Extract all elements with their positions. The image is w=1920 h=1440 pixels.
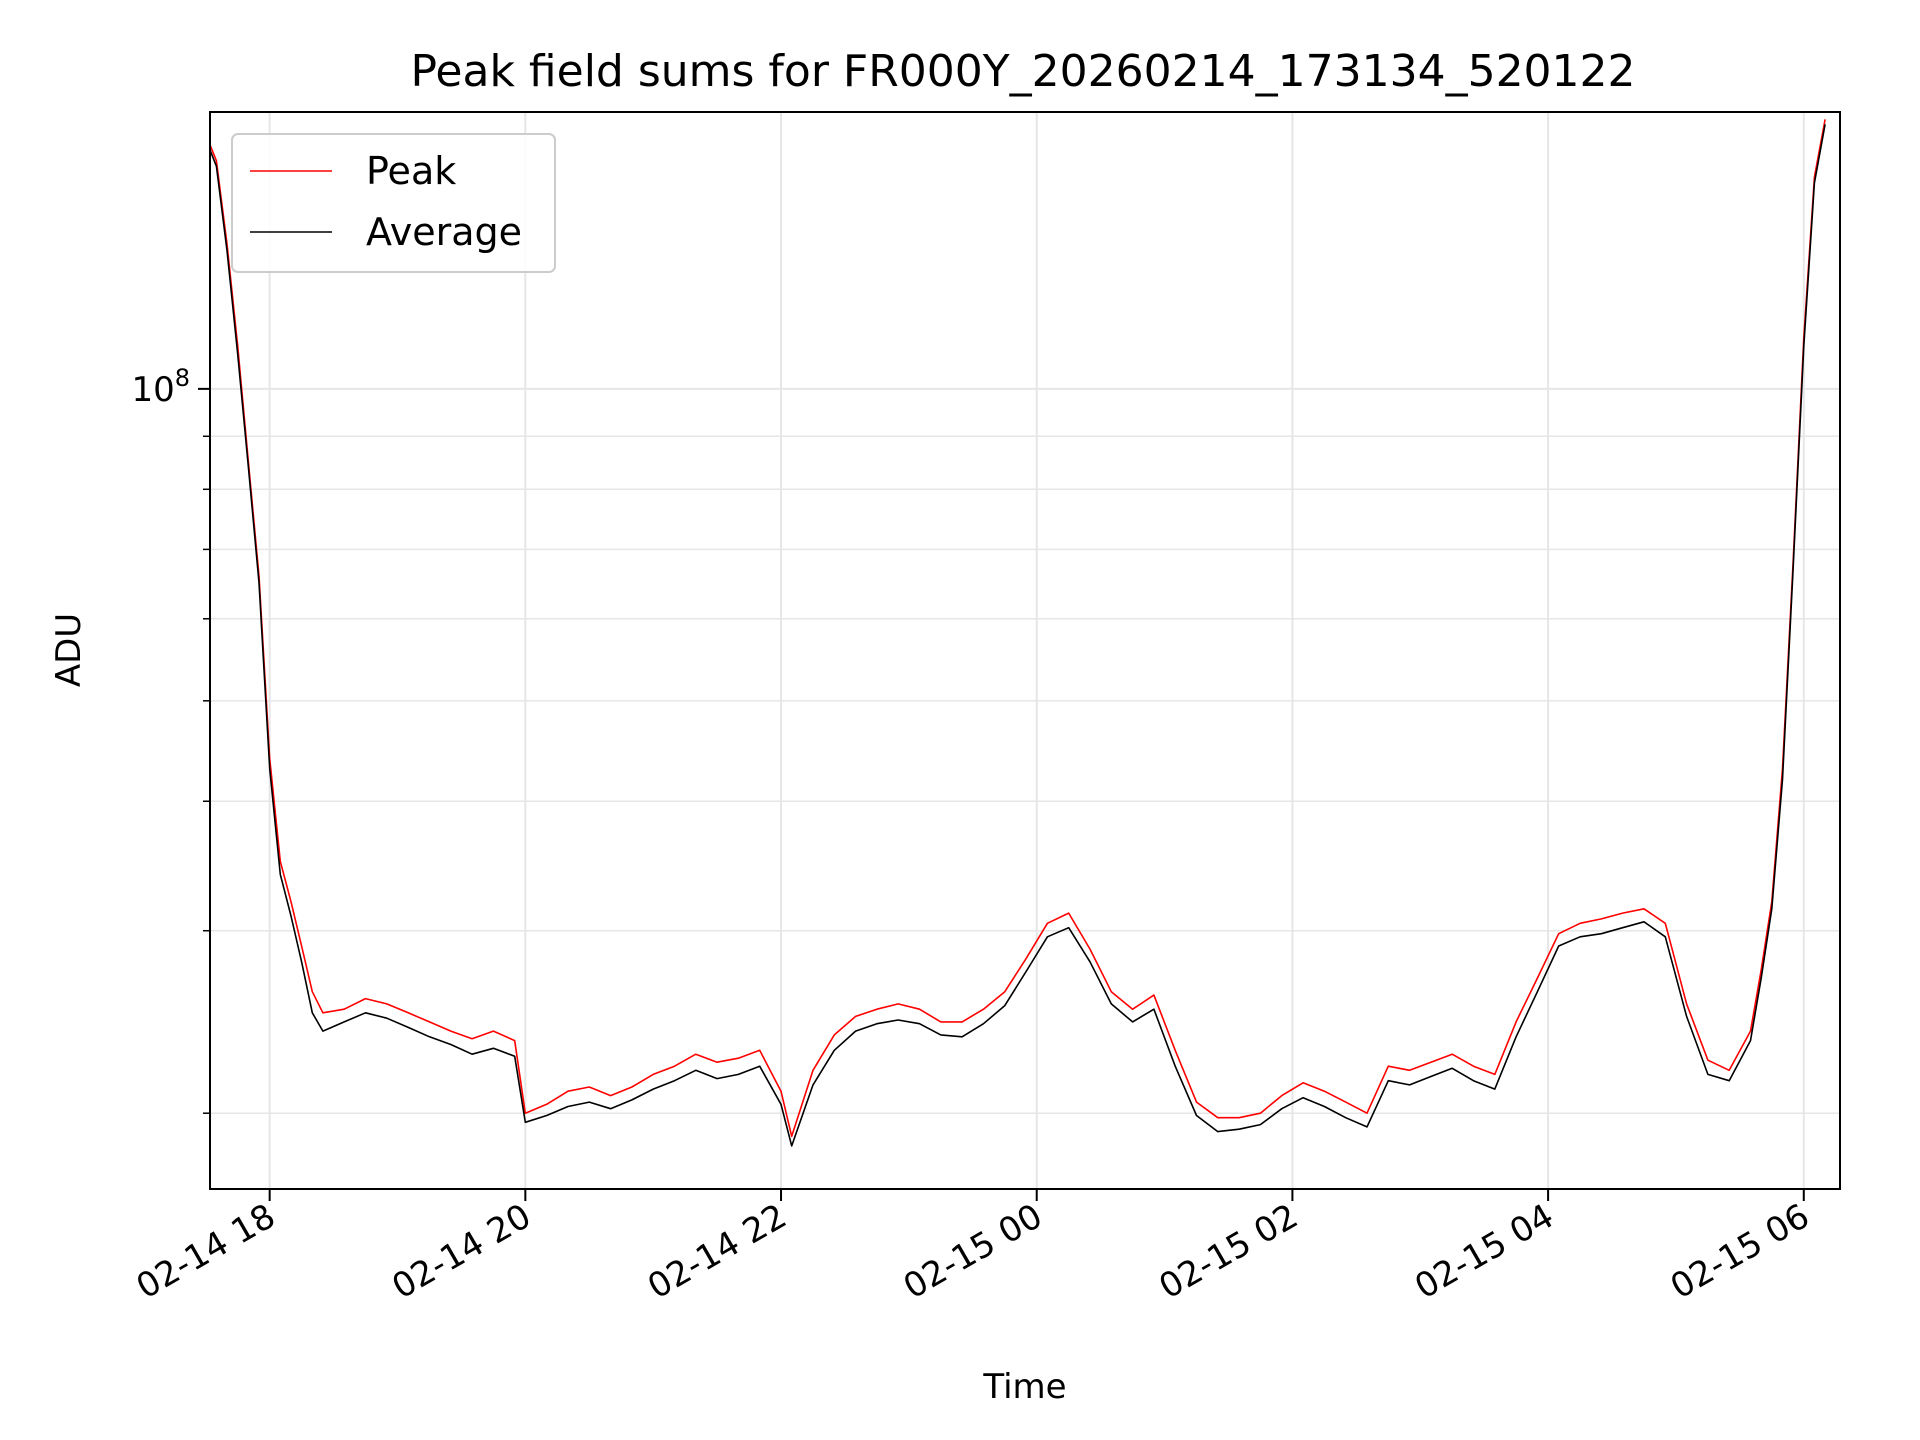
grid bbox=[210, 112, 1840, 1189]
series-line-peak bbox=[210, 119, 1826, 1138]
legend-label-peak: Peak bbox=[366, 149, 456, 193]
legend-box bbox=[231, 133, 556, 273]
plot-frame bbox=[209, 111, 1841, 1190]
legend: Peak Average bbox=[231, 133, 556, 273]
series-line-average bbox=[210, 124, 1826, 1147]
series-layer bbox=[210, 119, 1826, 1147]
y-tick-label: 108 bbox=[131, 364, 190, 410]
chart-title: Peak field sums for FR000Y_20260214_1731… bbox=[410, 46, 1635, 97]
y-axis-label: ADU bbox=[49, 613, 89, 687]
y-axis: 108 bbox=[131, 364, 210, 1114]
legend-label-average: Average bbox=[366, 210, 522, 254]
x-axis-label: Time bbox=[982, 1367, 1066, 1407]
